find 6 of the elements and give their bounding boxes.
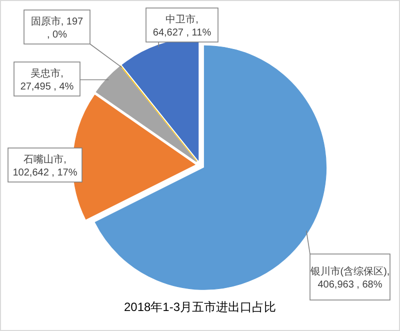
slice-label: 吴忠市, 27,495 , 4% bbox=[20, 68, 74, 92]
slice-label: 银川市(含综保区), 406,963 , 68% bbox=[309, 266, 390, 290]
text: 2018年1-3月五市进出口占比 bbox=[124, 300, 276, 314]
slice-label: 石嘴山市, 102,642 , 17% bbox=[12, 154, 78, 178]
slice-label: 固原市, 197 , 0% bbox=[30, 16, 84, 40]
slice-label: 中卫市, 64,627 , 11% bbox=[152, 14, 212, 38]
